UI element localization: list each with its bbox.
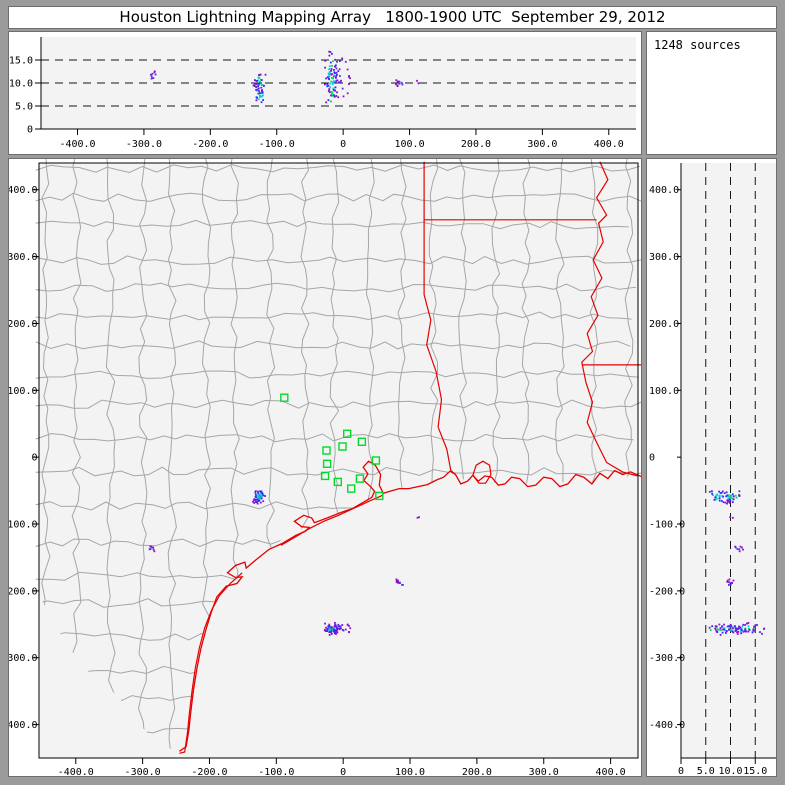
altitude-eastwest-plot: 0 5.0 10.0 15.0 -400.0 -300.0 -200.0 -100.0 0 100… bbox=[9, 37, 636, 150]
svg-text:-300.0: -300.0 bbox=[126, 139, 162, 150]
axes: -400.0 -300.0 -200.0 -100.0 0 100.0 200.0 300.0… bbox=[9, 185, 626, 776]
plot-frame bbox=[38, 162, 639, 759]
svg-text:400.0: 400.0 bbox=[9, 185, 38, 196]
svg-text:0: 0 bbox=[340, 767, 346, 776]
svg-text:100.0: 100.0 bbox=[649, 386, 679, 397]
svg-text:300.0: 300.0 bbox=[527, 139, 557, 150]
svg-text:5.0: 5.0 bbox=[15, 102, 33, 113]
panel-plan-view-map: -400.0 -300.0 -200.0 -100.0 0 100.0 200.0 300.0… bbox=[8, 158, 642, 777]
svg-text:-100.0: -100.0 bbox=[649, 520, 685, 531]
source-count-label: 1248 sources bbox=[654, 38, 741, 52]
panel-source-count: 1248 sources bbox=[646, 31, 777, 155]
lightning-sources bbox=[150, 50, 420, 104]
svg-text:0: 0 bbox=[649, 453, 655, 464]
svg-text:0: 0 bbox=[340, 139, 346, 150]
svg-text:200.0: 200.0 bbox=[9, 319, 38, 330]
svg-text:-300.0: -300.0 bbox=[9, 653, 38, 664]
svg-text:200.0: 200.0 bbox=[649, 319, 679, 330]
svg-text:10.0: 10.0 bbox=[9, 79, 33, 90]
svg-text:15.0: 15.0 bbox=[743, 766, 767, 776]
svg-text:-100.0: -100.0 bbox=[259, 139, 295, 150]
svg-text:100.0: 100.0 bbox=[395, 767, 425, 776]
svg-text:-300.0: -300.0 bbox=[125, 767, 161, 776]
svg-text:300.0: 300.0 bbox=[529, 767, 559, 776]
title-bar: Houston Lightning Mapping Array 1800-190… bbox=[8, 6, 777, 29]
svg-text:0: 0 bbox=[27, 125, 33, 136]
svg-text:-400.0: -400.0 bbox=[649, 720, 685, 731]
svg-text:5.0: 5.0 bbox=[697, 766, 715, 776]
svg-text:-200.0: -200.0 bbox=[9, 586, 38, 597]
svg-text:-200.0: -200.0 bbox=[191, 767, 227, 776]
svg-text:0: 0 bbox=[678, 766, 684, 776]
svg-text:-200.0: -200.0 bbox=[192, 139, 228, 150]
svg-text:200.0: 200.0 bbox=[462, 767, 492, 776]
svg-text:100.0: 100.0 bbox=[9, 386, 38, 397]
altitude-northsouth-plot: 400.0 300.0 200.0 100.0 0 -100.0 -200.0 -300.0 -… bbox=[649, 163, 776, 776]
svg-text:-100.0: -100.0 bbox=[258, 767, 294, 776]
svg-text:400.0: 400.0 bbox=[594, 139, 624, 150]
svg-text:400.0: 400.0 bbox=[596, 767, 626, 776]
svg-text:10.0: 10.0 bbox=[718, 766, 742, 776]
svg-text:300.0: 300.0 bbox=[649, 252, 679, 263]
svg-text:-400.0: -400.0 bbox=[9, 720, 38, 731]
svg-text:15.0: 15.0 bbox=[9, 56, 33, 67]
svg-text:-400.0: -400.0 bbox=[59, 139, 95, 150]
axes: 0 5.0 10.0 15.0 -400.0 -300.0 -200.0 -100.0 0 100… bbox=[9, 37, 636, 150]
svg-text:-300.0: -300.0 bbox=[649, 653, 685, 664]
lightning-sources bbox=[148, 490, 420, 636]
axes: 400.0 300.0 200.0 100.0 0 -100.0 -200.0 -300.0 -… bbox=[649, 163, 776, 776]
state-borders-and-coastline bbox=[179, 161, 641, 754]
plan-view-map-plot: -400.0 -300.0 -200.0 -100.0 0 100.0 200.0 300.0… bbox=[9, 159, 641, 776]
svg-text:-200.0: -200.0 bbox=[649, 586, 685, 597]
panel-altitude-vs-northsouth: 400.0 300.0 200.0 100.0 0 -100.0 -200.0 -300.0 -… bbox=[646, 158, 777, 777]
svg-text:400.0: 400.0 bbox=[649, 185, 679, 196]
panel-altitude-vs-eastwest: 0 5.0 10.0 15.0 -400.0 -300.0 -200.0 -100.0 0 100… bbox=[8, 31, 642, 155]
svg-text:100.0: 100.0 bbox=[395, 139, 425, 150]
dashed-altitude-gridlines bbox=[705, 163, 756, 758]
svg-text:-400.0: -400.0 bbox=[58, 767, 94, 776]
svg-text:-100.0: -100.0 bbox=[9, 520, 38, 531]
svg-text:200.0: 200.0 bbox=[461, 139, 491, 150]
svg-text:300.0: 300.0 bbox=[9, 252, 38, 263]
lma-station-markers bbox=[280, 393, 384, 501]
page-title: Houston Lightning Mapping Array 1800-190… bbox=[119, 8, 666, 26]
lightning-sources bbox=[708, 490, 766, 636]
svg-text:0: 0 bbox=[31, 453, 37, 464]
